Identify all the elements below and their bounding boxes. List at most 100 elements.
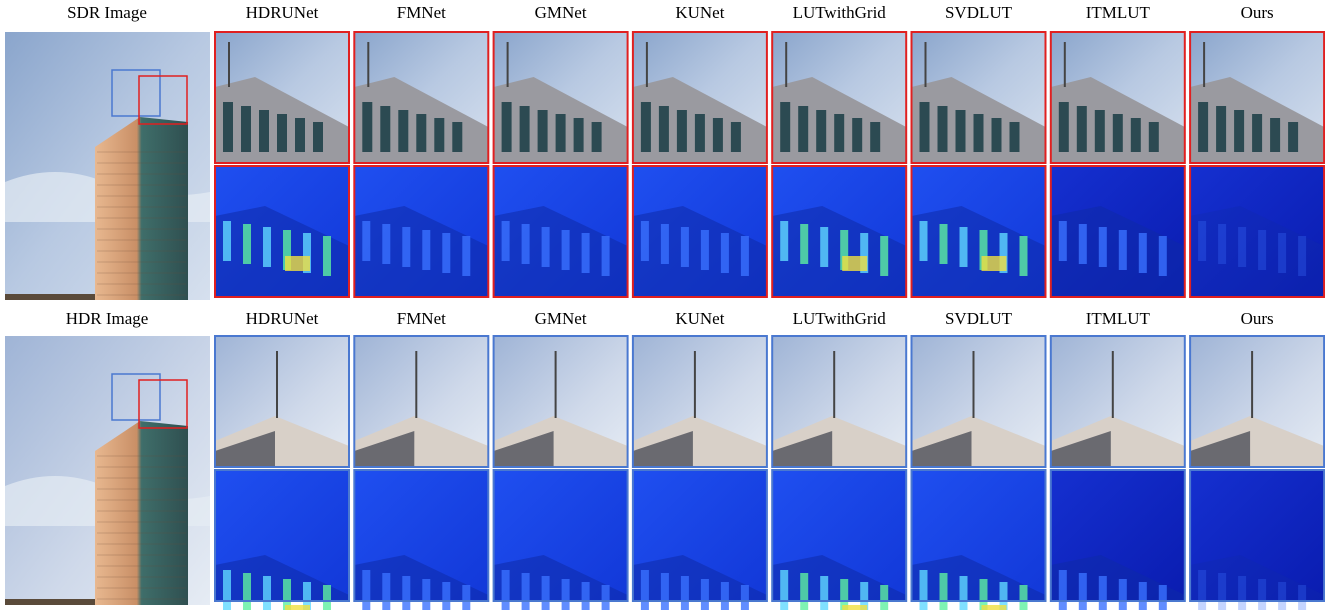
window <box>1270 118 1280 152</box>
edge <box>1099 227 1107 267</box>
error-map <box>215 166 349 297</box>
error-map <box>494 470 628 610</box>
edge <box>681 576 689 610</box>
method-label: LUTwithGrid <box>793 3 887 22</box>
window <box>992 118 1002 152</box>
edge <box>1278 582 1286 610</box>
window <box>1198 102 1208 152</box>
edge <box>442 582 450 610</box>
method-label: ITMLUT <box>1086 309 1151 328</box>
window <box>834 114 844 152</box>
crop-image <box>215 336 349 467</box>
tower <box>95 117 188 300</box>
window <box>659 106 669 152</box>
error-map <box>215 470 349 610</box>
window <box>1131 118 1141 152</box>
edge <box>741 585 749 610</box>
hotspot <box>842 605 867 610</box>
ground <box>5 294 95 300</box>
method-label: Ours <box>1241 309 1274 328</box>
edge <box>701 579 709 610</box>
edge <box>263 227 271 267</box>
window <box>362 102 372 152</box>
reference-image <box>5 32 210 300</box>
method-label: HDRUNet <box>246 3 319 22</box>
edge <box>1278 233 1286 273</box>
edge <box>1198 221 1206 261</box>
crop-image <box>1190 336 1324 467</box>
window <box>1113 114 1123 152</box>
edge <box>602 585 610 610</box>
edge <box>1020 585 1028 610</box>
window <box>677 110 687 152</box>
edge <box>741 236 749 276</box>
window <box>641 102 651 152</box>
window <box>241 106 251 152</box>
edge <box>602 236 610 276</box>
crop-image <box>633 336 767 467</box>
window <box>852 118 862 152</box>
edge <box>800 573 808 610</box>
window <box>695 114 705 152</box>
tower <box>95 421 188 605</box>
error-map <box>1051 166 1185 297</box>
window <box>574 118 584 152</box>
window <box>1095 110 1105 152</box>
edge <box>780 221 788 261</box>
edge <box>780 570 788 610</box>
error-map <box>494 166 628 297</box>
crop-image <box>912 32 1046 163</box>
method-label: KUNet <box>675 3 724 22</box>
figure: SDR ImageHDRUNetFMNetGMNetKUNetLUTwithGr… <box>0 0 1325 610</box>
edge <box>263 576 271 610</box>
window <box>1010 122 1020 152</box>
edge <box>1218 224 1226 264</box>
window <box>713 118 723 152</box>
method-label: SVDLUT <box>945 309 1013 328</box>
error-map <box>633 166 767 297</box>
edge <box>880 585 888 610</box>
edge <box>362 221 370 261</box>
window <box>416 114 426 152</box>
edge <box>960 576 968 610</box>
edge <box>1258 230 1266 270</box>
edge <box>562 230 570 270</box>
error-map <box>1190 470 1324 610</box>
crop-image <box>1051 32 1185 163</box>
crop-image <box>215 32 349 163</box>
window <box>223 102 233 152</box>
window <box>398 110 408 152</box>
edge <box>920 221 928 261</box>
reference-image <box>5 336 210 605</box>
hotspot <box>982 256 1007 271</box>
window <box>295 118 305 152</box>
window <box>870 122 880 152</box>
crop-image <box>772 32 906 163</box>
method-label: KUNet <box>675 309 724 328</box>
method-label: ITMLUT <box>1086 3 1151 22</box>
edge <box>1159 585 1167 610</box>
edge <box>641 570 649 610</box>
window <box>920 102 930 152</box>
edge <box>920 570 928 610</box>
method-label: LUTwithGrid <box>793 309 887 328</box>
edge <box>382 573 390 610</box>
window <box>1149 122 1159 152</box>
window <box>798 106 808 152</box>
crop-image <box>494 32 628 163</box>
error-map <box>354 166 488 297</box>
edge <box>1258 579 1266 610</box>
ground <box>5 599 95 605</box>
edge <box>1238 576 1246 610</box>
window <box>1216 106 1226 152</box>
window <box>259 110 269 152</box>
window <box>434 118 444 152</box>
window <box>1288 122 1298 152</box>
window <box>452 122 462 152</box>
edge <box>1079 573 1087 610</box>
edge <box>323 585 331 610</box>
edge <box>582 582 590 610</box>
error-map <box>354 470 488 610</box>
method-label: FMNet <box>397 3 446 22</box>
edge <box>880 236 888 276</box>
